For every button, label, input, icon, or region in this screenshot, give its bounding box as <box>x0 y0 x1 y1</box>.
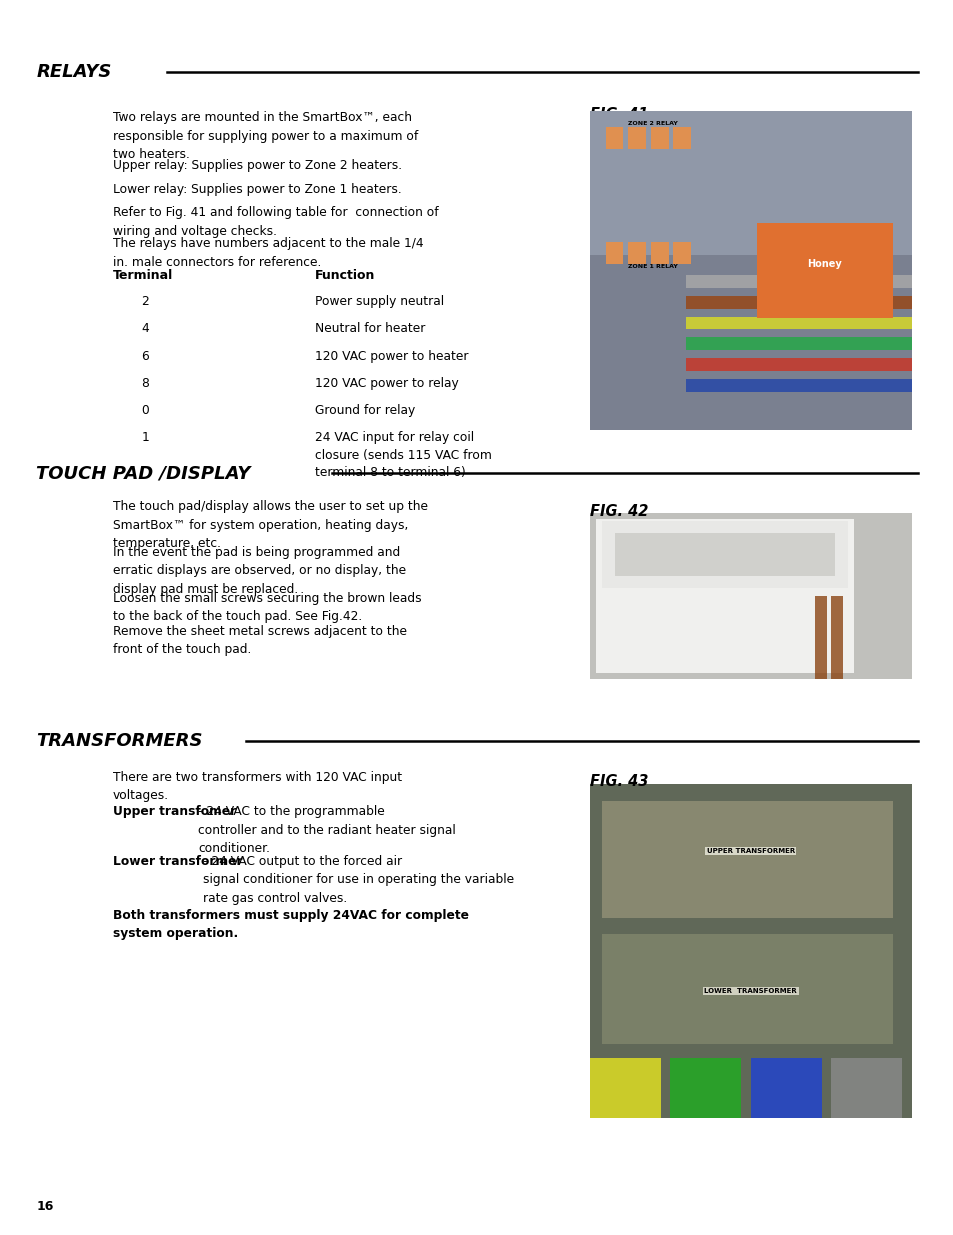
Text: Honey: Honey <box>807 259 841 269</box>
Bar <box>602 934 892 1045</box>
Text: LOWER  TRANSFORMER: LOWER TRANSFORMER <box>703 988 797 994</box>
Bar <box>615 532 834 576</box>
Text: RELAYS: RELAYS <box>36 63 112 80</box>
Text: Both transformers must supply 24VAC for complete
system operation.: Both transformers must supply 24VAC for … <box>112 909 468 941</box>
Text: ZONE 2 RELAY: ZONE 2 RELAY <box>628 121 678 126</box>
Text: Upper transfomer: Upper transfomer <box>112 805 235 819</box>
Text: There are two transformers with 120 VAC input
voltages.: There are two transformers with 120 VAC … <box>112 771 401 803</box>
Bar <box>589 111 911 430</box>
Bar <box>605 127 622 149</box>
Bar <box>602 521 846 588</box>
Bar <box>830 595 841 679</box>
Text: TOUCH PAD /DISPLAY: TOUCH PAD /DISPLAY <box>36 464 251 482</box>
Text: Power supply neutral: Power supply neutral <box>314 295 443 309</box>
Text: 4: 4 <box>141 322 149 336</box>
Text: 24 VAC input for relay coil
closure (sends 115 VAC from
terminal 8 to terminal 6: 24 VAC input for relay coil closure (sen… <box>314 431 491 479</box>
Text: 0: 0 <box>141 404 149 417</box>
Bar <box>685 337 911 351</box>
Bar <box>628 242 645 264</box>
Bar <box>650 242 668 264</box>
Text: The relays have numbers adjacent to the male 1/4
in. male connectors for referen: The relays have numbers adjacent to the … <box>112 237 423 269</box>
Text: Upper relay: Supplies power to Zone 2 heaters.: Upper relay: Supplies power to Zone 2 he… <box>112 159 401 173</box>
Bar <box>750 1057 821 1118</box>
Bar <box>685 275 911 288</box>
Text: - 24 VAC to the programmable
controller and to the radiant heater signal
conditi: - 24 VAC to the programmable controller … <box>198 805 456 855</box>
Bar <box>815 595 825 679</box>
Bar <box>589 1057 659 1118</box>
Bar <box>650 127 668 149</box>
Text: Two relays are mounted in the SmartBox™, each
responsible for supplying power to: Two relays are mounted in the SmartBox™,… <box>112 111 417 161</box>
Bar <box>685 379 911 391</box>
Text: Remove the sheet metal screws adjacent to the
front of the touch pad.: Remove the sheet metal screws adjacent t… <box>112 625 406 657</box>
Bar <box>673 127 690 149</box>
Text: 1: 1 <box>141 431 149 445</box>
Text: In the event the pad is being programmed and
erratic displays are observed, or n: In the event the pad is being programmed… <box>112 546 405 595</box>
Text: FIG. 43: FIG. 43 <box>589 774 647 789</box>
Text: FIG. 41: FIG. 41 <box>589 107 647 122</box>
Text: 120 VAC power to heater: 120 VAC power to heater <box>314 350 468 363</box>
Bar <box>685 296 911 309</box>
Bar <box>757 222 892 319</box>
Bar <box>685 358 911 370</box>
Bar <box>673 242 690 264</box>
Bar <box>628 127 645 149</box>
Text: Lower relay: Supplies power to Zone 1 heaters.: Lower relay: Supplies power to Zone 1 he… <box>112 183 401 196</box>
Text: 16: 16 <box>36 1199 53 1213</box>
Text: ZONE 1 RELAY: ZONE 1 RELAY <box>628 264 678 269</box>
Bar <box>669 1057 740 1118</box>
Text: - 24 VAC output to the forced air
signal conditioner for use in operating the va: - 24 VAC output to the forced air signal… <box>203 855 514 904</box>
Text: 120 VAC power to relay: 120 VAC power to relay <box>314 377 458 390</box>
Text: 8: 8 <box>141 377 149 390</box>
Text: Refer to Fig. 41 and following table for  connection of
wiring and voltage check: Refer to Fig. 41 and following table for… <box>112 206 437 238</box>
Bar <box>589 784 911 1118</box>
Text: Lower transformer: Lower transformer <box>112 855 242 868</box>
Bar <box>589 111 911 254</box>
Text: Ground for relay: Ground for relay <box>314 404 415 417</box>
Text: 2: 2 <box>141 295 149 309</box>
Bar <box>602 802 892 918</box>
Text: Terminal: Terminal <box>112 269 172 283</box>
Text: Loosen the small screws securing the brown leads
to the back of the touch pad. S: Loosen the small screws securing the bro… <box>112 592 421 624</box>
Bar <box>596 519 853 673</box>
Bar <box>830 1057 902 1118</box>
Text: UPPER TRANSFORMER: UPPER TRANSFORMER <box>706 848 794 853</box>
Bar <box>605 242 622 264</box>
Bar <box>589 513 911 679</box>
Text: Neutral for heater: Neutral for heater <box>314 322 425 336</box>
Text: 6: 6 <box>141 350 149 363</box>
Text: FIG. 42: FIG. 42 <box>589 504 647 519</box>
Text: TRANSFORMERS: TRANSFORMERS <box>36 732 203 750</box>
Text: Function: Function <box>314 269 375 283</box>
Text: The touch pad/display allows the user to set up the
SmartBox™ for system operati: The touch pad/display allows the user to… <box>112 500 427 550</box>
Bar <box>685 316 911 330</box>
